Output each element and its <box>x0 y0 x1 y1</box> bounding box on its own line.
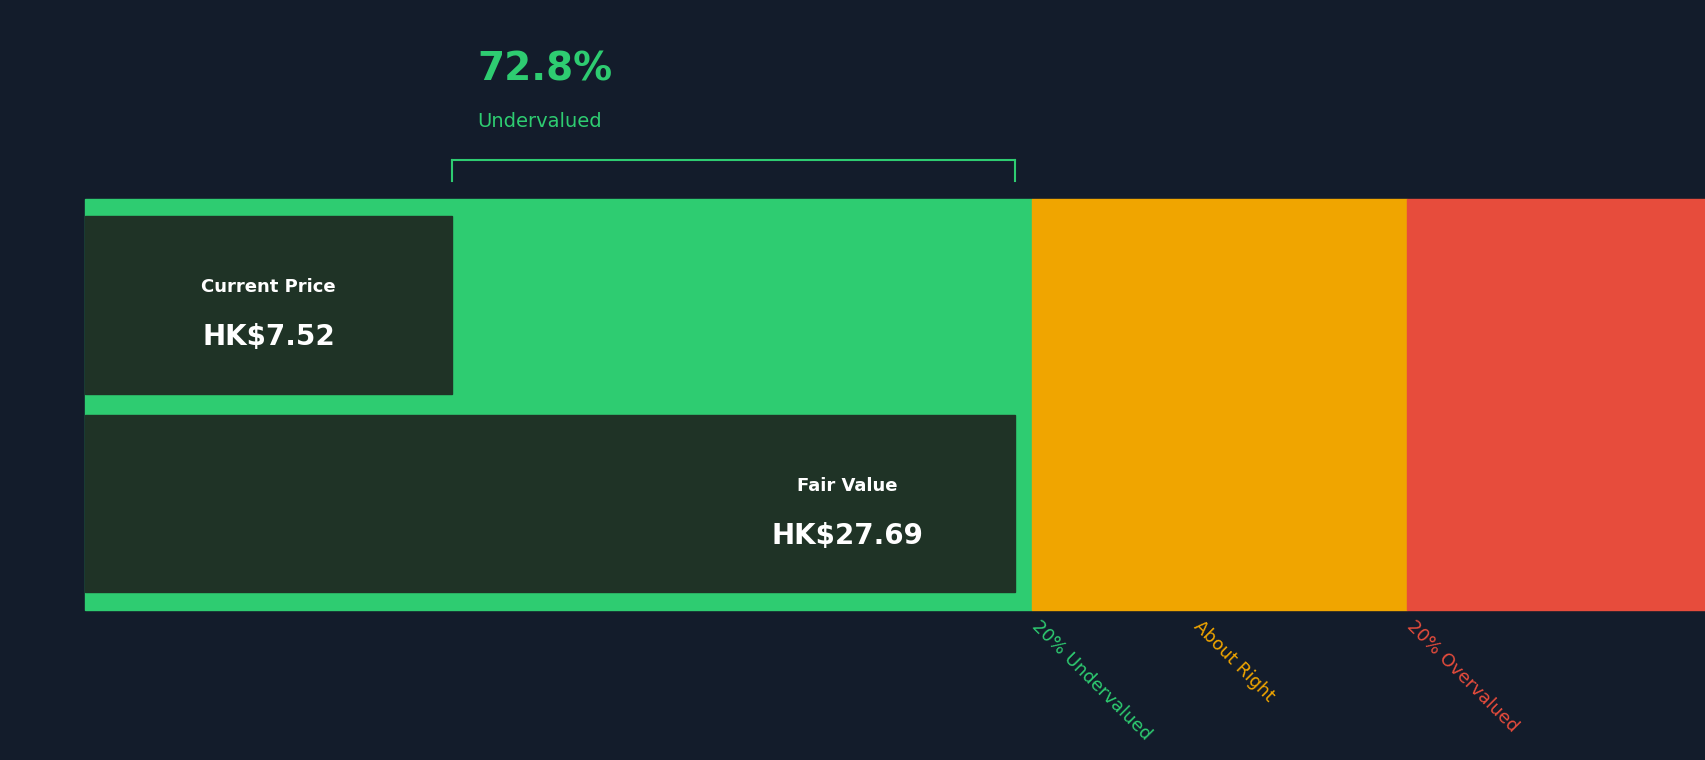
Bar <box>85 415 1014 593</box>
Text: HK$7.52: HK$7.52 <box>203 323 334 351</box>
Text: 72.8%: 72.8% <box>477 51 612 89</box>
Text: 20% Undervalued: 20% Undervalued <box>1028 617 1154 744</box>
Text: HK$27.69: HK$27.69 <box>771 521 922 549</box>
Bar <box>85 217 452 394</box>
Text: Undervalued: Undervalued <box>477 112 602 131</box>
Text: Current Price: Current Price <box>201 278 336 296</box>
Bar <box>1032 198 1407 610</box>
Text: About Right: About Right <box>1190 617 1277 705</box>
Text: Fair Value: Fair Value <box>796 477 897 495</box>
Text: 20% Overvalued: 20% Overvalued <box>1403 617 1521 736</box>
Bar <box>85 198 1032 610</box>
Bar <box>1407 198 1705 610</box>
